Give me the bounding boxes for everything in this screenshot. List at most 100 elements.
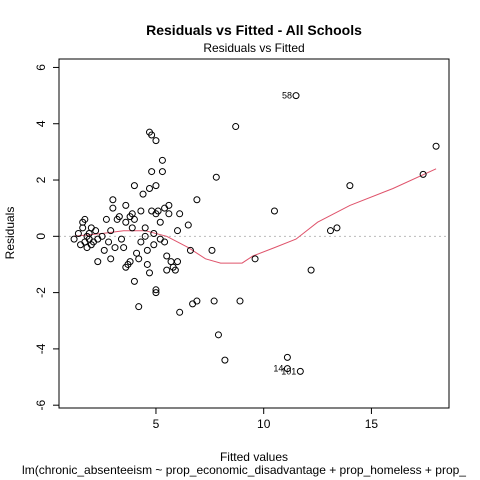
- data-point: [161, 204, 169, 212]
- y-tick-label: -4: [34, 343, 48, 354]
- data-point: [184, 221, 192, 229]
- data-point: [210, 297, 218, 305]
- data-point: [148, 207, 156, 215]
- data-point: [128, 224, 136, 232]
- data-point: [100, 246, 108, 254]
- data-point: [326, 227, 334, 235]
- data-point: [152, 182, 160, 190]
- data-points: [70, 92, 440, 375]
- point-label: 14: [273, 364, 283, 374]
- data-point: [212, 173, 220, 181]
- data-point: [105, 238, 113, 246]
- data-point: [333, 224, 341, 232]
- data-point: [141, 224, 149, 232]
- data-point: [232, 123, 240, 131]
- data-point: [176, 210, 184, 218]
- data-point: [156, 235, 164, 243]
- smooth-line: [74, 168, 437, 264]
- point-label: 101: [281, 366, 296, 376]
- data-point: [107, 227, 115, 235]
- data-point: [81, 215, 89, 223]
- data-point: [137, 238, 145, 246]
- data-point: [117, 235, 125, 243]
- data-point: [165, 210, 173, 218]
- data-point: [150, 230, 158, 237]
- point-label: 58: [282, 91, 292, 101]
- data-point: [122, 218, 130, 226]
- x-axis: 5 10 15: [153, 407, 379, 431]
- y-axis-label: Residuals: [3, 207, 17, 260]
- data-point: [145, 184, 153, 192]
- data-point: [148, 131, 156, 139]
- data-point: [432, 142, 440, 150]
- data-point: [283, 365, 291, 373]
- data-point: [158, 156, 166, 164]
- data-point: [189, 300, 197, 308]
- data-point: [176, 308, 184, 316]
- data-point: [346, 182, 354, 190]
- data-point: [270, 207, 278, 215]
- data-point: [171, 266, 179, 274]
- data-point: [143, 260, 151, 268]
- data-point: [77, 241, 85, 249]
- data-point: [152, 137, 160, 145]
- data-point: [283, 353, 291, 361]
- data-point: [251, 255, 259, 263]
- data-point: [221, 356, 229, 364]
- data-point: [292, 92, 300, 100]
- data-point: [81, 238, 89, 246]
- data-point: [137, 207, 145, 215]
- data-point: [163, 252, 171, 260]
- data-point: [109, 196, 117, 204]
- y-tick-label: 4: [34, 120, 48, 127]
- data-point: [70, 235, 78, 243]
- data-point: [167, 258, 175, 266]
- data-point: [111, 244, 119, 252]
- y-tick-label: 6: [34, 64, 48, 71]
- data-point: [139, 190, 147, 198]
- data-point: [143, 246, 151, 254]
- data-point: [109, 204, 117, 212]
- data-point: [419, 170, 427, 178]
- data-point: [236, 297, 244, 305]
- data-point: [152, 289, 160, 297]
- x-tick-label: 15: [365, 417, 379, 431]
- data-point: [141, 232, 149, 240]
- data-point: [208, 246, 216, 254]
- y-tick-label: -6: [34, 400, 48, 411]
- data-point: [102, 215, 110, 223]
- data-point: [130, 215, 138, 223]
- data-point: [193, 196, 201, 204]
- y-tick-label: 0: [34, 233, 48, 240]
- data-point: [79, 224, 87, 232]
- plot-border: [58, 58, 450, 409]
- data-point: [174, 258, 182, 266]
- data-point: [107, 255, 115, 263]
- data-point: [165, 201, 173, 209]
- data-point: [94, 235, 102, 243]
- data-point: [307, 266, 315, 274]
- chart-subtitle: Residuals vs Fitted: [203, 41, 304, 55]
- data-point: [186, 246, 194, 254]
- data-point: [145, 269, 153, 277]
- x-tick-label: 10: [257, 417, 271, 431]
- data-point: [130, 277, 138, 285]
- data-point: [135, 255, 143, 263]
- model-caption: lm(chronic_absenteeism ~ prop_economic_d…: [22, 463, 466, 477]
- data-point: [133, 249, 141, 257]
- data-point: [296, 367, 304, 375]
- data-point: [74, 230, 82, 237]
- data-point: [148, 168, 156, 176]
- data-point: [174, 227, 182, 235]
- data-point: [120, 244, 128, 252]
- data-point: [193, 297, 201, 305]
- data-point: [161, 238, 169, 246]
- data-point: [122, 201, 130, 209]
- y-tick-label: 2: [34, 176, 48, 183]
- data-point: [98, 232, 106, 240]
- data-point: [214, 331, 222, 339]
- data-point: [130, 182, 138, 190]
- data-point: [158, 168, 166, 176]
